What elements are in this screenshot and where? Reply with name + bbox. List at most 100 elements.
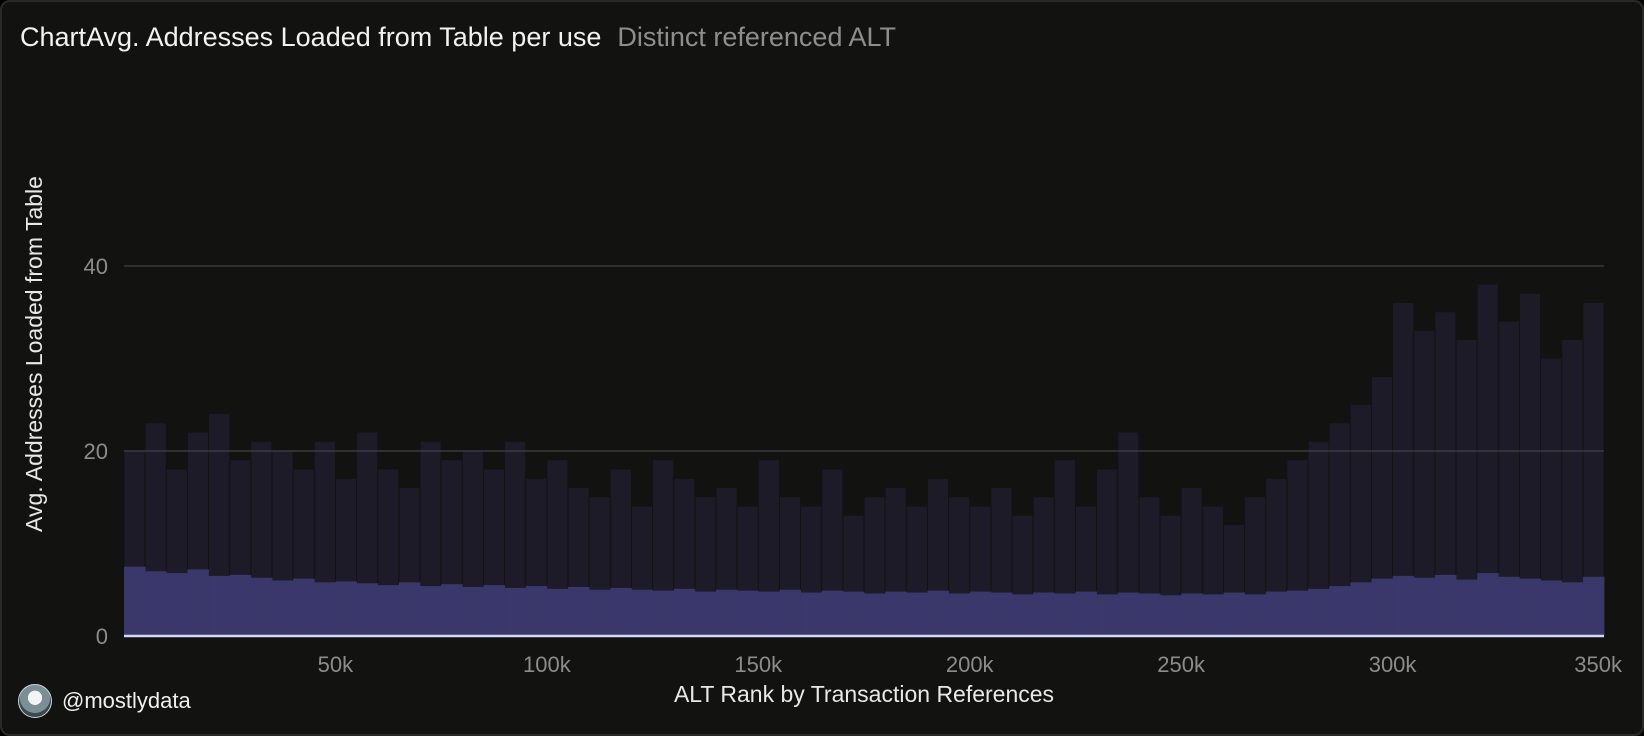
bar <box>1498 576 1520 636</box>
bar-peak <box>1054 460 1075 636</box>
bar-peak <box>1477 284 1498 636</box>
bar-peak <box>1541 358 1562 636</box>
bar <box>673 588 696 636</box>
bar <box>716 589 738 636</box>
bar <box>314 582 336 636</box>
bar <box>1350 582 1372 636</box>
bar <box>927 590 949 636</box>
bar <box>187 569 209 636</box>
bar <box>546 588 569 636</box>
bar <box>885 591 907 636</box>
bar <box>631 589 653 636</box>
bar <box>525 586 548 636</box>
bar <box>969 591 992 636</box>
x-tick-label: 200k <box>946 652 995 677</box>
x-tick-labels: 50k 100k 150k 200k 250k 300k 350k <box>318 652 1623 677</box>
bar-peak <box>1456 340 1477 636</box>
bar <box>948 593 971 636</box>
bar-peak <box>1519 293 1541 636</box>
y-tick-label: 40 <box>84 254 108 279</box>
footer: @mostlydata <box>18 684 191 718</box>
bar-peak <box>1118 432 1139 636</box>
bar <box>441 584 463 636</box>
bar <box>737 590 759 636</box>
x-tick-label: 50k <box>318 652 354 677</box>
bar-peak <box>1329 423 1350 636</box>
bar-peak <box>505 441 526 636</box>
bar <box>1413 577 1436 636</box>
x-tick-label: 250k <box>1157 652 1206 677</box>
bar <box>758 591 780 636</box>
bar <box>864 593 886 636</box>
bar <box>568 586 590 636</box>
bar <box>694 591 717 636</box>
bar <box>842 591 865 636</box>
bar <box>229 574 252 636</box>
bar <box>990 592 1013 636</box>
bar <box>1434 574 1457 636</box>
y-tick-labels: 0 20 40 <box>84 254 108 649</box>
bar-peak <box>1371 377 1393 636</box>
bar-peak <box>1498 321 1519 636</box>
y-tick-label: 0 <box>96 624 108 649</box>
bar-peak <box>1350 404 1371 636</box>
x-tick-label: 100k <box>523 652 572 677</box>
bar-peak <box>1393 303 1414 636</box>
bar <box>906 592 928 636</box>
bar <box>1286 590 1309 636</box>
bar <box>335 581 357 636</box>
bar <box>1265 591 1288 636</box>
bar <box>504 587 527 636</box>
bar <box>1329 586 1351 636</box>
bar <box>1392 575 1415 636</box>
bar <box>1096 594 1119 636</box>
y-axis-label: Avg. Addresses Loaded from Table <box>21 176 47 532</box>
bar <box>377 585 400 636</box>
bar <box>462 586 484 636</box>
bar <box>652 590 675 636</box>
bar <box>1033 592 1055 636</box>
bar <box>483 585 505 636</box>
bar <box>1456 579 1478 636</box>
chart-subtitle: Distinct referenced ALT <box>617 22 896 52</box>
x-axis-label: ALT Rank by Transaction References <box>674 681 1054 707</box>
bar <box>779 589 801 636</box>
bar <box>1519 578 1541 636</box>
bar <box>293 578 315 636</box>
bar <box>800 592 823 636</box>
bar <box>145 571 167 636</box>
bar-peak <box>1583 303 1604 636</box>
bar <box>1117 592 1140 636</box>
bar-peak <box>1562 340 1583 636</box>
grid-lines <box>124 265 1604 452</box>
bar <box>589 589 611 636</box>
bar <box>821 590 844 636</box>
x-tick-label: 300k <box>1369 652 1418 677</box>
bar-peak <box>1435 312 1456 636</box>
author-handle[interactable]: @mostlydata <box>62 688 191 713</box>
bar <box>1054 593 1076 636</box>
bar <box>1160 595 1182 636</box>
bar <box>1181 593 1203 636</box>
bar <box>1308 588 1330 636</box>
avatar-icon[interactable] <box>18 684 52 718</box>
bar <box>272 580 294 636</box>
bar <box>1202 594 1224 636</box>
bar <box>1244 594 1267 636</box>
bar <box>1371 578 1393 636</box>
bar <box>1561 582 1584 636</box>
bar <box>1012 594 1034 636</box>
chart-header: ChartAvg. Addresses Loaded from Table pe… <box>20 22 896 53</box>
bar <box>124 566 146 636</box>
bar <box>1223 592 1245 636</box>
bar <box>356 583 379 636</box>
bar <box>1540 580 1563 636</box>
x-tick-label: 150k <box>734 652 783 677</box>
bar <box>1075 591 1097 636</box>
bar <box>250 577 273 636</box>
bar <box>610 587 632 636</box>
x-tick-label: 350k <box>1574 652 1623 677</box>
bar-peak <box>1414 330 1435 636</box>
